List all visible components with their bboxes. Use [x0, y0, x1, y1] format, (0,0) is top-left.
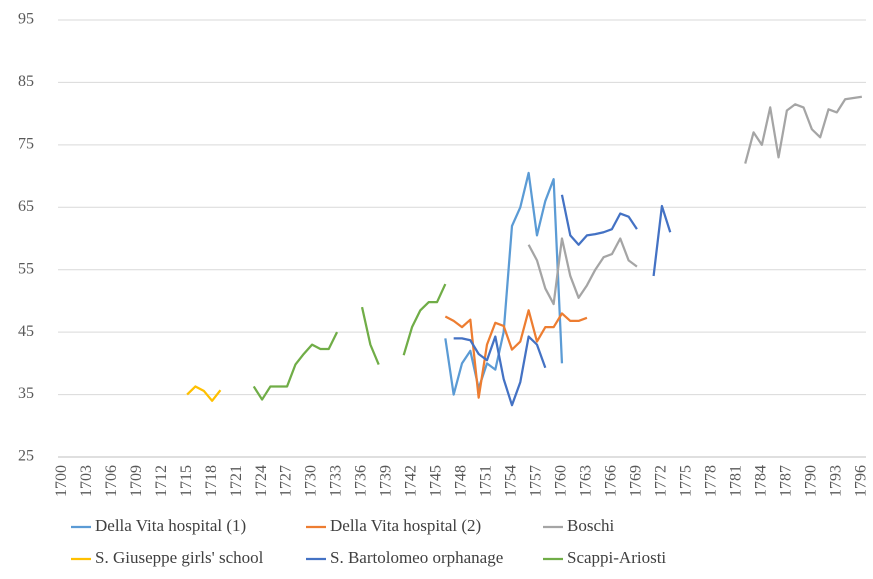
y-tick-label: 55	[18, 260, 34, 277]
series-line	[252, 283, 447, 401]
y-tick-label: 95	[18, 11, 34, 28]
x-tick-label: 1715	[178, 465, 195, 497]
legend-label: Della Vita hospital (2)	[330, 516, 481, 535]
x-tick-label: 1700	[53, 465, 70, 497]
x-tick-label: 1778	[703, 465, 720, 497]
series-line	[453, 194, 672, 407]
x-tick-label: 1781	[728, 465, 745, 497]
x-tick-label: 1733	[328, 465, 345, 497]
x-tick-label: 1748	[453, 465, 470, 497]
x-tick-label: 1709	[128, 465, 145, 497]
x-tick-label: 1784	[753, 465, 770, 497]
series-line	[444, 309, 588, 399]
x-tick-label: 1724	[253, 465, 270, 497]
y-tick-label: 45	[18, 323, 34, 340]
x-tick-label: 1793	[828, 465, 845, 497]
legend-label: Boschi	[567, 516, 615, 535]
y-tick-label: 65	[18, 198, 34, 215]
x-tick-label: 1763	[578, 465, 595, 497]
x-tick-label: 1727	[278, 465, 295, 497]
x-tick-label: 1742	[403, 465, 420, 497]
x-tick-label: 1790	[803, 465, 820, 497]
legend-label: Scappi-Ariosti	[567, 548, 666, 567]
x-tick-label: 1712	[153, 465, 170, 497]
x-tick-label: 1772	[653, 465, 670, 497]
x-tick-label: 1745	[428, 465, 445, 497]
legend-label: S. Bartolomeo orphanage	[330, 548, 503, 567]
x-tick-label: 1769	[628, 465, 645, 497]
x-tick-label: 1718	[203, 465, 220, 497]
x-tick-label: 1760	[553, 465, 570, 497]
x-tick-label: 1706	[103, 465, 120, 497]
y-tick-label: 85	[18, 73, 34, 90]
legend-label: Della Vita hospital (1)	[95, 516, 246, 535]
x-tick-label: 1739	[378, 465, 395, 497]
x-tick-label: 1703	[78, 465, 95, 497]
x-tick-label: 1766	[603, 465, 620, 497]
y-tick-label: 35	[18, 385, 34, 402]
y-tick-label: 75	[18, 136, 34, 153]
series-line	[527, 95, 863, 306]
x-tick-label: 1736	[353, 465, 370, 497]
x-tick-label: 1751	[478, 465, 495, 497]
x-tick-label: 1721	[228, 465, 245, 497]
x-tick-label: 1754	[503, 465, 520, 497]
legend-label: S. Giuseppe girls' school	[95, 548, 264, 567]
x-tick-label: 1787	[778, 465, 795, 497]
x-tick-label: 1730	[303, 465, 320, 497]
series-line	[186, 385, 222, 402]
x-tick-label: 1757	[528, 465, 545, 497]
x-tick-label: 1796	[853, 465, 870, 497]
x-tick-label: 1775	[678, 465, 695, 497]
y-tick-label: 25	[18, 448, 34, 465]
series-line	[444, 171, 564, 396]
